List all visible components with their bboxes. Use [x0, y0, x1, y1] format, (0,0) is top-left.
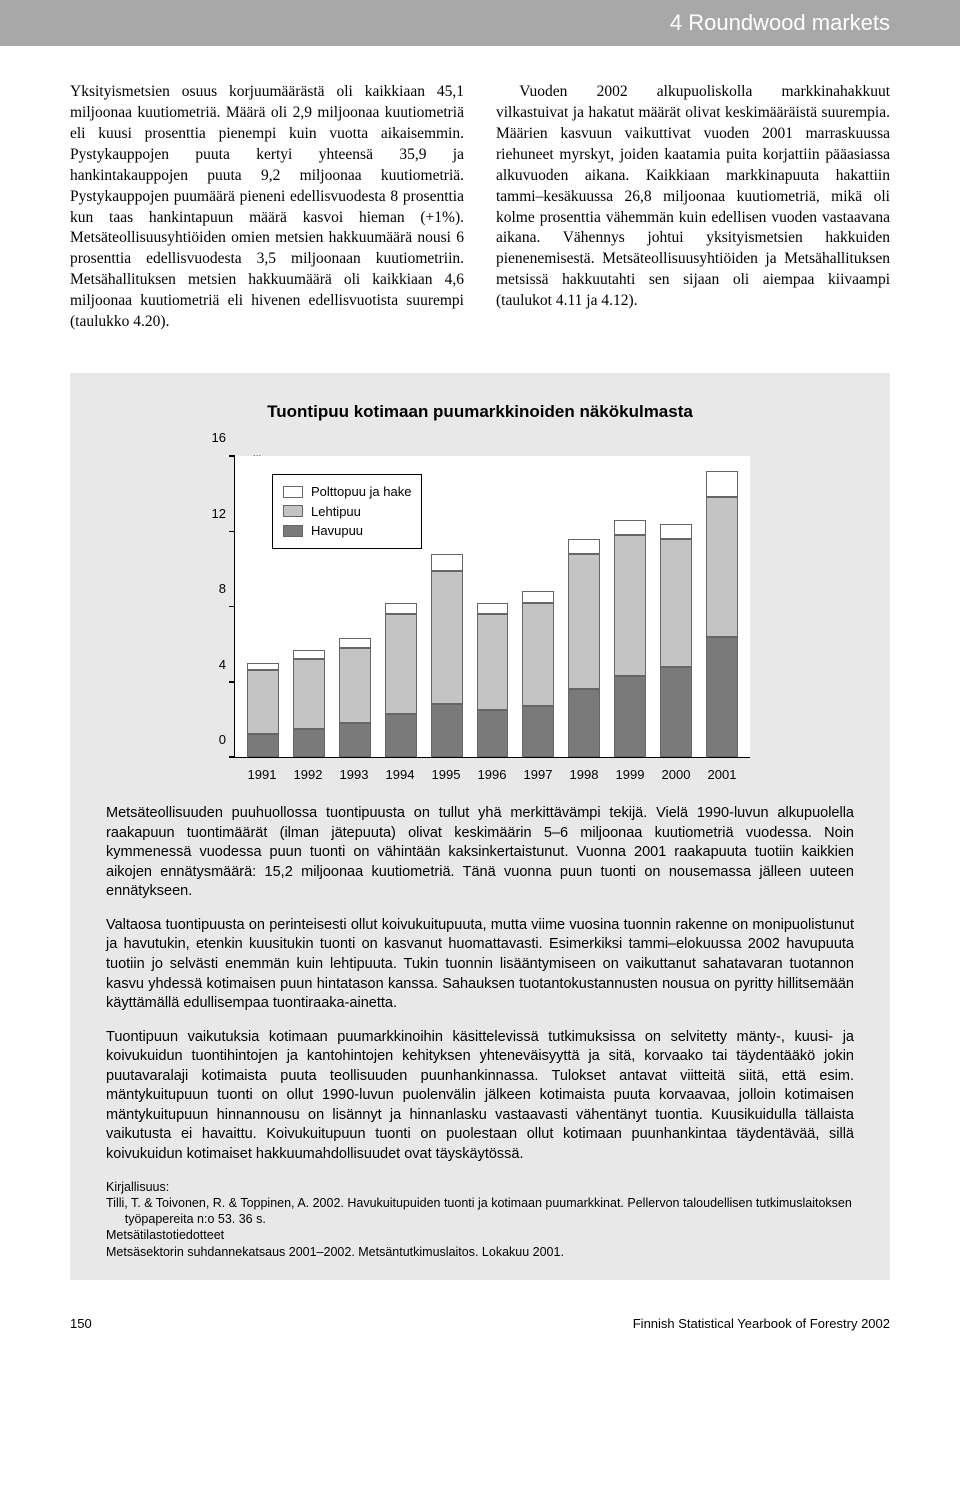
- bar-segment: [706, 471, 738, 497]
- y-axis: 0481216: [200, 456, 230, 758]
- x-tick: 1991: [246, 762, 278, 786]
- box-title: Tuontipuu kotimaan puumarkkinoiden näkök…: [106, 401, 854, 424]
- bar-segment: [660, 667, 692, 757]
- legend-swatch: [283, 525, 303, 537]
- bar-segment: [247, 734, 279, 757]
- x-tick: 1998: [568, 762, 600, 786]
- bar-segment: [431, 554, 463, 571]
- x-tick: 1995: [430, 762, 462, 786]
- bar-segment: [660, 539, 692, 667]
- legend-row: Lehtipuu: [283, 503, 411, 521]
- page-number: 150: [70, 1316, 92, 1331]
- bar-segment: [477, 614, 509, 710]
- bar-group: [568, 456, 600, 757]
- bar-segment: [614, 676, 646, 757]
- bar-group: [614, 456, 646, 757]
- legend-swatch: [283, 505, 303, 517]
- import-wood-chart: milj.m³ 0481216 Polttopuu ja hakeLehtipu…: [200, 446, 760, 786]
- body-paragraph-1: Yksityismetsien osuus korjuumäärästä oli…: [70, 82, 464, 333]
- bar-group: [431, 456, 463, 757]
- bar-segment: [431, 571, 463, 705]
- legend-row: Havupuu: [283, 522, 411, 540]
- bar-group: [660, 456, 692, 757]
- info-box: Tuontipuu kotimaan puumarkkinoiden näkök…: [70, 373, 890, 1280]
- y-tick: 0: [219, 732, 226, 750]
- bar-group: [477, 456, 509, 757]
- bar-segment: [614, 520, 646, 535]
- y-tick: 16: [212, 430, 226, 448]
- ref-1: Tilli, T. & Toivonen, R. & Toppinen, A. …: [106, 1195, 854, 1228]
- x-axis: 1991 1992 1993 1994 1995 1996 1997 1998 1999 2000…: [234, 762, 750, 786]
- bar-segment: [385, 614, 417, 714]
- bar-segment: [293, 729, 325, 757]
- legend-label: Lehtipuu: [311, 503, 361, 521]
- legend-row: Polttopuu ja hake: [283, 483, 411, 501]
- x-tick: 1994: [384, 762, 416, 786]
- page-footer: 150 Finnish Statistical Yearbook of Fore…: [70, 1316, 890, 1331]
- bar-segment: [247, 663, 279, 671]
- x-tick: 1996: [476, 762, 508, 786]
- bar-segment: [614, 535, 646, 676]
- box-paragraph-2: Valtaosa tuontipuusta on perinteisesti o…: [106, 916, 854, 1014]
- y-tick: 12: [212, 505, 226, 523]
- bar-segment: [477, 603, 509, 614]
- page-title: 4 Roundwood markets: [670, 10, 890, 36]
- bar-segment: [568, 539, 600, 554]
- footer-source: Finnish Statistical Yearbook of Forestry…: [633, 1316, 890, 1331]
- legend-label: Polttopuu ja hake: [311, 483, 411, 501]
- references: Kirjallisuus: Tilli, T. & Toivonen, R. &…: [106, 1179, 854, 1260]
- bar-segment: [522, 706, 554, 757]
- y-tick: 8: [219, 581, 226, 599]
- bar-segment: [706, 637, 738, 757]
- ref-3: Metsäsektorin suhdannekatsaus 2001–2002.…: [106, 1244, 854, 1260]
- x-tick: 1993: [338, 762, 370, 786]
- bar-segment: [568, 554, 600, 689]
- bar-segment: [522, 603, 554, 706]
- x-tick: 1997: [522, 762, 554, 786]
- bar-segment: [431, 704, 463, 757]
- bar-segment: [385, 603, 417, 614]
- body-paragraph-2: Vuoden 2002 alkupuoliskolla markkinahakk…: [496, 82, 890, 312]
- box-paragraph-3: Tuontipuun vaikutuksia kotimaan puumarkk…: [106, 1028, 854, 1165]
- bar-segment: [477, 710, 509, 757]
- legend-label: Havupuu: [311, 522, 363, 540]
- legend-swatch: [283, 486, 303, 498]
- body-text: Yksityismetsien osuus korjuumäärästä oli…: [70, 82, 890, 333]
- header-bar: 4 Roundwood markets: [0, 0, 960, 46]
- bar-segment: [660, 524, 692, 539]
- refs-label: Kirjallisuus:: [106, 1179, 854, 1195]
- bar-segment: [339, 723, 371, 757]
- bar-segment: [293, 659, 325, 729]
- ref-2: Metsätilastotiedotteet: [106, 1227, 854, 1243]
- x-tick: 1999: [614, 762, 646, 786]
- box-paragraph-1: Metsäteollisuuden puuhuollossa tuontipuu…: [106, 804, 854, 902]
- bar-segment: [706, 497, 738, 636]
- bar-segment: [339, 648, 371, 723]
- bar-segment: [339, 638, 371, 647]
- bar-group: [706, 456, 738, 757]
- bar-segment: [385, 714, 417, 757]
- y-tick: 4: [219, 656, 226, 674]
- bar-segment: [522, 591, 554, 602]
- bar-segment: [247, 670, 279, 734]
- chart-legend: Polttopuu ja hake LehtipuuHavupuu: [272, 474, 422, 549]
- x-tick: 1992: [292, 762, 324, 786]
- x-tick: 2001: [706, 762, 738, 786]
- bar-group: [522, 456, 554, 757]
- bar-segment: [568, 689, 600, 757]
- x-tick: 2000: [660, 762, 692, 786]
- bar-segment: [293, 650, 325, 659]
